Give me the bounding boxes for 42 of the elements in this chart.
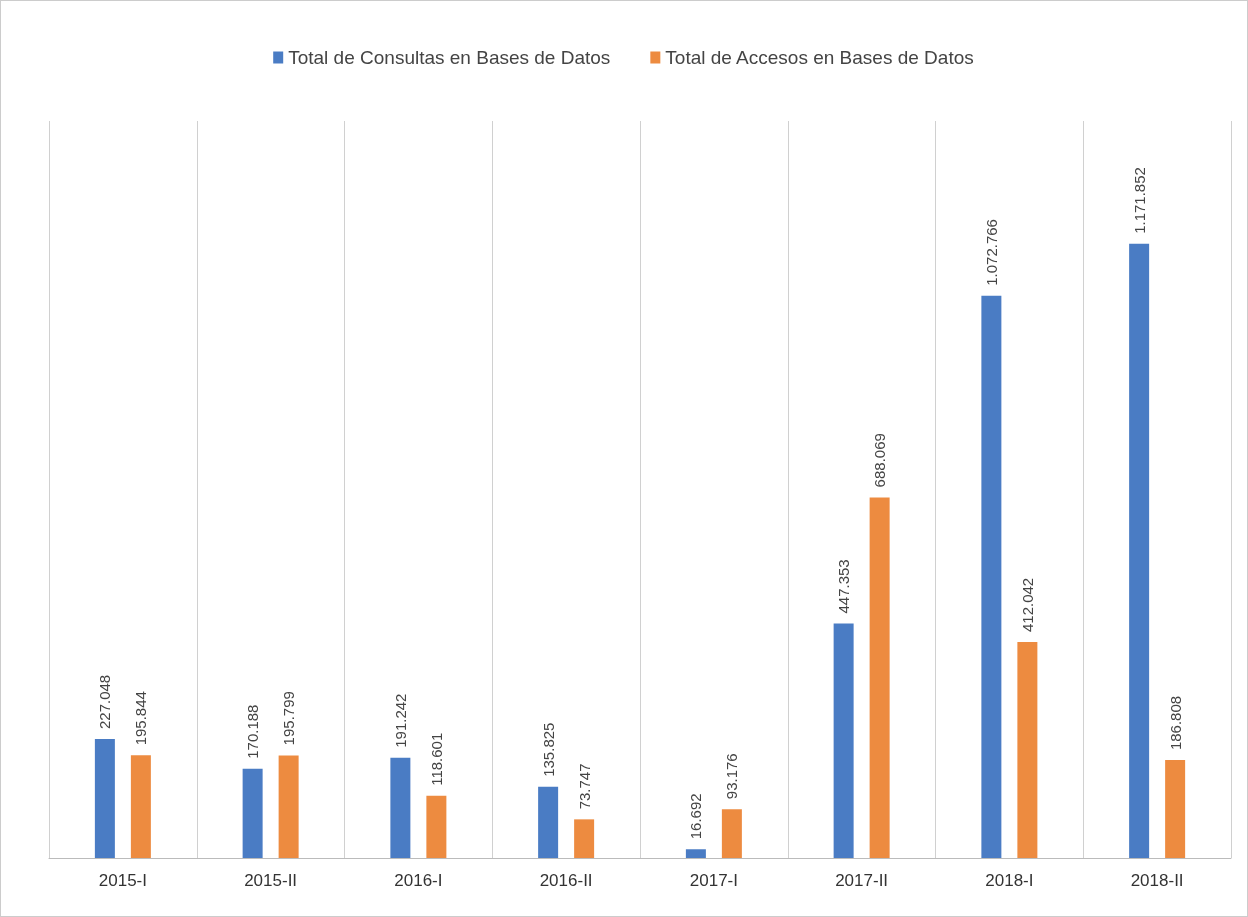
bar <box>1165 760 1186 858</box>
legend-label: Total de Accesos en Bases de Datos <box>665 47 974 68</box>
x-tick-label: 2017-I <box>689 871 738 890</box>
data-label: 412.042 <box>1018 577 1036 633</box>
x-tick-label: 2016-I <box>394 871 443 890</box>
data-label: 688.069 <box>871 433 889 488</box>
bar <box>981 295 1002 858</box>
bar <box>721 809 742 858</box>
bar <box>574 819 595 858</box>
bar <box>1129 243 1150 858</box>
bar <box>685 849 706 858</box>
data-label: 447.353 <box>835 559 853 614</box>
bar <box>242 768 263 858</box>
bar <box>426 795 447 858</box>
data-label: 118.601 <box>427 732 445 786</box>
x-tick-label: 2017-II <box>835 871 889 890</box>
data-label: 135.825 <box>539 722 557 777</box>
bar <box>390 757 411 858</box>
data-label: 195.799 <box>280 691 298 746</box>
bar <box>869 497 890 858</box>
data-label: 73.747 <box>575 763 593 810</box>
x-tick-label: 2015-II <box>244 871 298 890</box>
data-label: 195.844 <box>132 691 150 746</box>
data-label: 1.072.766 <box>982 219 1000 286</box>
bar <box>94 739 115 858</box>
data-label: 170.188 <box>244 704 262 759</box>
data-label: 186.808 <box>1166 695 1184 751</box>
bar <box>1017 642 1038 858</box>
data-label: 227.048 <box>96 674 114 729</box>
bar <box>833 623 854 858</box>
bar <box>538 786 559 858</box>
data-label: 16.692 <box>687 793 705 840</box>
x-tick-label: 2016-II <box>539 871 593 890</box>
bar <box>278 755 299 858</box>
data-label: 1.171.852 <box>1130 167 1148 234</box>
x-tick-label: 2015-I <box>98 871 147 890</box>
legend-label: Total de Consultas en Bases de Datos <box>288 47 611 68</box>
data-label: 191.242 <box>391 693 409 748</box>
data-label: 93.176 <box>723 753 741 800</box>
bar <box>130 755 151 858</box>
x-tick-label: 2018-II <box>1130 871 1184 890</box>
x-tick-label: 2018-I <box>985 871 1034 890</box>
